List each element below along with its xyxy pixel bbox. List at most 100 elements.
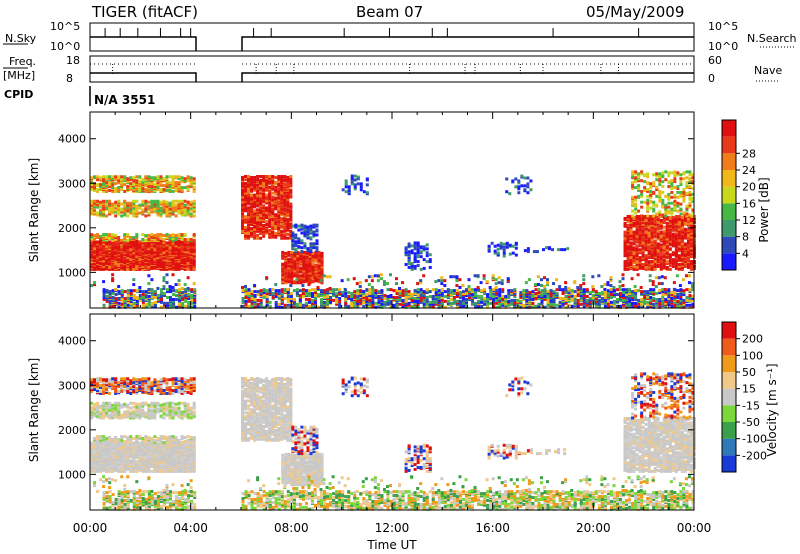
range-cell (132, 295, 136, 299)
range-cell (147, 291, 151, 295)
range-cell (661, 180, 665, 184)
range-cell (338, 292, 342, 296)
range-cell (159, 291, 163, 295)
range-cell (305, 265, 309, 269)
range-cell (105, 186, 109, 190)
range-cell (141, 199, 145, 203)
range-cell (489, 296, 493, 300)
range-cell (634, 195, 638, 199)
range-cell (292, 297, 296, 301)
range-cell (404, 305, 408, 309)
range-cell (398, 298, 402, 302)
range-cell (683, 214, 687, 218)
range-cell (189, 176, 193, 180)
range-cell (117, 290, 121, 294)
range-cell (483, 302, 487, 306)
range-cell (241, 298, 245, 302)
range-cell (181, 301, 185, 305)
range-cell (629, 249, 633, 253)
range-cell (150, 199, 154, 203)
range-cell (108, 265, 112, 269)
range-cell (111, 189, 115, 193)
range-cell (102, 305, 106, 309)
range-cell (662, 225, 666, 229)
range-cell (256, 211, 260, 215)
range-cell (292, 301, 296, 305)
range-cell (259, 223, 263, 227)
range-cell (150, 255, 154, 259)
range-cell (464, 288, 468, 292)
range-cell (277, 292, 281, 296)
range-cell (90, 206, 93, 210)
range-cell (126, 303, 130, 307)
range-cell (102, 295, 106, 299)
range-cell (132, 183, 136, 187)
range-cell (629, 245, 633, 249)
range-cell (120, 207, 124, 211)
range-cell (162, 201, 166, 205)
range-cell (499, 241, 503, 245)
range-cell (638, 235, 642, 239)
range-cell (177, 211, 181, 215)
range-cell (165, 180, 169, 184)
range-cell (102, 297, 106, 301)
range-cell (90, 176, 93, 180)
range-cell (174, 237, 178, 241)
range-cell (523, 249, 527, 253)
range-cell (659, 243, 663, 247)
range-cell (653, 214, 657, 218)
range-cell (329, 290, 333, 294)
range-cell (99, 251, 103, 255)
range-cell (187, 293, 191, 297)
range-cell (443, 294, 447, 298)
range-cell (123, 183, 127, 187)
range-cell (250, 219, 254, 223)
range-cell (365, 191, 369, 195)
range-cell (172, 301, 176, 305)
range-cell (111, 236, 115, 240)
cpid-label: CPID (4, 88, 33, 101)
range-cell (283, 177, 287, 181)
range-cell (265, 299, 269, 303)
range-cell (147, 213, 151, 217)
range-cell (277, 179, 281, 183)
range-cell (280, 236, 284, 240)
range-cell (320, 257, 324, 261)
range-cell (292, 289, 296, 293)
range-cell (314, 263, 318, 267)
range-cell (317, 274, 321, 278)
range-cell (641, 225, 645, 229)
range-cell (184, 304, 188, 308)
range-cell (474, 290, 478, 294)
range-cell (126, 214, 130, 218)
range-cell (680, 225, 684, 229)
range-cell (111, 177, 115, 181)
range-cell (93, 234, 97, 238)
range-cell (641, 217, 645, 221)
range-cell (132, 256, 136, 260)
range-cell (487, 244, 491, 248)
range-cell (680, 247, 684, 251)
range-cell (147, 185, 151, 189)
range-cell (156, 186, 160, 190)
range-cell (667, 205, 671, 209)
range-cell (265, 174, 269, 178)
range-cell (132, 294, 136, 298)
range-cell (135, 299, 139, 303)
range-cell (410, 262, 414, 266)
range-cell (508, 252, 512, 256)
range-cell (274, 223, 278, 227)
range-cell (299, 280, 303, 284)
range-cell (178, 288, 182, 292)
range-cell (650, 260, 654, 264)
range-cell (117, 179, 121, 183)
range-cell (259, 221, 263, 225)
range-cell (244, 215, 248, 219)
range-cell (96, 233, 100, 237)
range-cell (114, 189, 118, 193)
range-cell (265, 216, 269, 220)
range-cell (135, 255, 139, 259)
range-cell (362, 295, 366, 299)
range-cell (458, 303, 462, 307)
range-cell (303, 234, 307, 238)
